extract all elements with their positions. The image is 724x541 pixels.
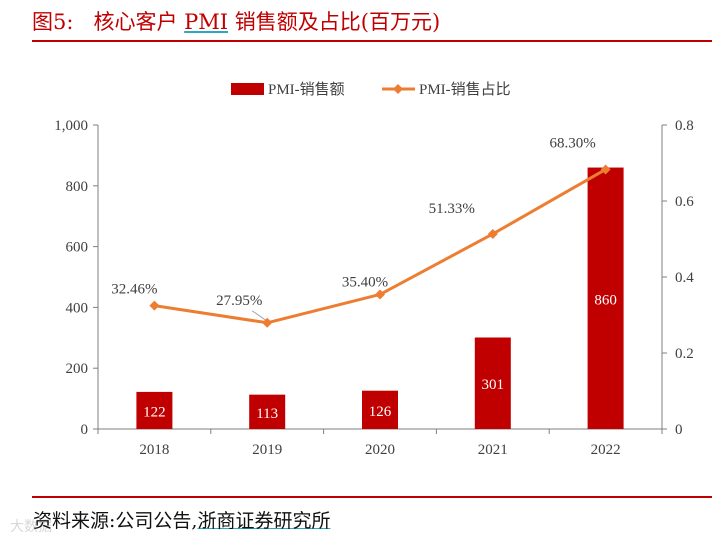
y-left-tick-label: 1,000	[54, 118, 88, 134]
x-tick-label: 2022	[591, 442, 621, 458]
line-point	[262, 317, 273, 328]
label-leader-line	[251, 310, 266, 321]
figure-title: 图5: 核心客户 PMI 销售额及占比(百万元)	[32, 6, 440, 36]
line-point	[375, 289, 385, 300]
source-org: 浙商证券研究所	[197, 510, 331, 532]
bar-data-label: 122	[143, 404, 166, 420]
y-left-tick-label: 800	[66, 179, 89, 195]
bar-data-label: 860	[594, 292, 617, 308]
line-data-label: 51.33%	[429, 201, 475, 217]
figure-title-pre: 核心客户	[93, 10, 178, 34]
y-left-tick-label: 0	[81, 422, 89, 438]
line-data-label: 35.40%	[342, 274, 388, 290]
line-point	[149, 300, 160, 311]
source-prefix: 资料来源:公司公告,	[33, 510, 198, 532]
figure-title-post: 销售额及占比(百万元)	[234, 10, 441, 34]
y-right-tick-label: 0	[675, 422, 683, 438]
bar	[136, 391, 173, 429]
watermark: 大数据	[10, 519, 52, 535]
bar	[474, 337, 511, 429]
legend-label-bar: PMI-销售额	[268, 81, 345, 98]
legend-label-line: PMI-销售占比	[419, 81, 511, 98]
chart-legend: PMI-销售额 PMI-销售占比	[231, 81, 511, 98]
bar-data-label: 113	[256, 406, 278, 422]
y-right-tick-label: 0.4	[675, 270, 694, 286]
line-data-label: 27.95%	[216, 293, 262, 309]
figure-title-code: PMI	[184, 10, 229, 34]
bar-series: 122 113 126 301 860	[136, 167, 624, 429]
chart-axes: 0 200 400 600 800 1,000 0 0.2 0.4 0.6 0.8 2018 2019 2…	[54, 118, 694, 458]
x-tick-label: 2018	[139, 442, 169, 458]
legend-swatch-marker	[393, 84, 403, 94]
line-series: 32.46% 27.95% 35.40% 51.33% 68.30%	[111, 135, 611, 328]
source-divider	[32, 496, 712, 498]
y-left-tick-label: 200	[66, 361, 89, 377]
line-data-label: 32.46%	[111, 282, 157, 298]
line-data-label: 68.30%	[549, 135, 595, 151]
x-tick-label: 2020	[365, 442, 395, 458]
bar-data-label: 301	[482, 377, 505, 393]
x-tick-label: 2019	[252, 442, 282, 458]
x-tick-label: 2021	[478, 442, 508, 458]
y-right-tick-label: 0.8	[675, 118, 694, 134]
title-divider	[32, 40, 712, 42]
bar-data-label: 126	[369, 404, 392, 420]
y-right-tick-label: 0.2	[675, 346, 694, 362]
bar	[362, 390, 398, 429]
bar	[587, 167, 624, 429]
source-note: 资料来源:公司公告,浙商证券研究所	[33, 506, 330, 533]
y-right-tick-label: 0.6	[675, 194, 694, 210]
legend-swatch-bar	[231, 83, 264, 95]
y-left-tick-label: 400	[66, 300, 89, 316]
figure-label: 图5:	[32, 10, 74, 34]
line-point	[487, 228, 498, 239]
bar	[249, 394, 286, 429]
line-point	[600, 164, 611, 175]
y-left-tick-label: 600	[66, 240, 89, 256]
